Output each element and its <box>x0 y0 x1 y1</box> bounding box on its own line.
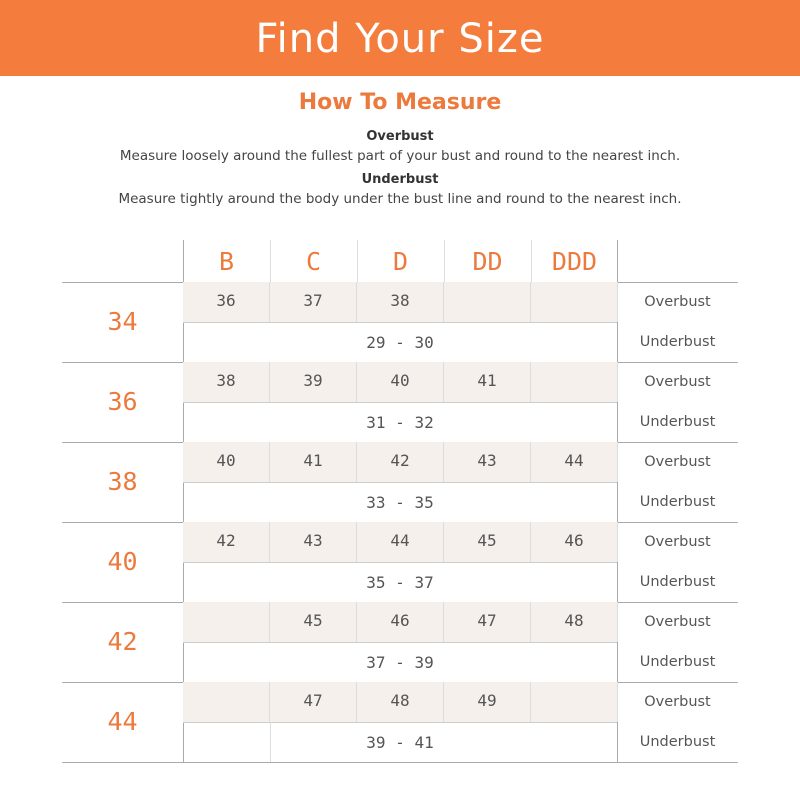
cup-header-d: D <box>392 247 409 276</box>
divider <box>270 722 271 762</box>
underbust-range: 31 - 32 <box>366 413 434 432</box>
table-row: 44 47 48 49 39 - 41 Overbust Underbust <box>62 682 738 762</box>
table-row: 42 45 46 47 48 37 - 39 Overbust Underbust <box>62 602 738 682</box>
underbust-row-label: Underbust <box>639 494 716 510</box>
underbust-range: 33 - 35 <box>366 493 434 512</box>
underbust-row-label: Underbust <box>639 574 716 590</box>
underbust-instructions: Measure tightly around the body under th… <box>118 191 682 207</box>
overbust-label: Overbust <box>366 129 434 144</box>
overbust-cell <box>531 362 618 402</box>
divider <box>183 322 617 323</box>
divider <box>183 402 617 403</box>
overbust-cell: 38 <box>183 362 270 402</box>
table-row: 36 38 39 40 41 31 - 32 Overbust Underbust <box>62 362 738 442</box>
divider <box>357 240 358 282</box>
overbust-cell: 46 <box>357 602 444 642</box>
overbust-cell: 46 <box>531 522 618 562</box>
cup-header-b: B <box>218 247 235 276</box>
underbust-row-label: Underbust <box>639 334 716 350</box>
cup-header-c: C <box>305 247 322 276</box>
table-row: 34 36 37 38 29 - 30 Overbust Underbust <box>62 282 738 362</box>
overbust-cell: 44 <box>357 522 444 562</box>
overbust-cell: 45 <box>270 602 357 642</box>
overbust-cell: 41 <box>444 362 531 402</box>
band-size: 44 <box>107 707 138 736</box>
divider <box>62 762 738 763</box>
band-size: 34 <box>107 307 138 336</box>
underbust-range: 35 - 37 <box>366 573 434 592</box>
overbust-row-label: Overbust <box>644 374 711 390</box>
overbust-cell: 42 <box>183 522 270 562</box>
band-size: 38 <box>107 467 138 496</box>
overbust-row-label: Overbust <box>644 294 711 310</box>
divider <box>183 482 617 483</box>
cup-header-dd: DD <box>472 247 503 276</box>
divider <box>531 240 532 282</box>
band-size: 42 <box>107 627 138 656</box>
overbust-cell: 44 <box>531 442 618 482</box>
underbust-row-label: Underbust <box>639 734 716 750</box>
overbust-cell: 42 <box>357 442 444 482</box>
overbust-cell: 48 <box>357 682 444 722</box>
divider <box>183 722 617 723</box>
overbust-row-label: Overbust <box>644 534 711 550</box>
overbust-cell: 43 <box>270 522 357 562</box>
overbust-cell: 47 <box>444 602 531 642</box>
overbust-cell: 41 <box>270 442 357 482</box>
overbust-cell <box>183 682 270 722</box>
overbust-cell: 49 <box>444 682 531 722</box>
divider <box>444 240 445 282</box>
divider <box>617 240 618 762</box>
underbust-row-label: Underbust <box>639 654 716 670</box>
overbust-cell: 38 <box>357 282 444 322</box>
overbust-cell: 37 <box>270 282 357 322</box>
divider <box>183 240 184 762</box>
overbust-cell: 40 <box>357 362 444 402</box>
how-to-measure-heading: How To Measure <box>298 90 502 115</box>
overbust-cell: 45 <box>444 522 531 562</box>
underbust-row-label: Underbust <box>639 414 716 430</box>
divider <box>270 240 271 282</box>
cup-header-ddd: DDD <box>551 247 598 276</box>
overbust-cell <box>444 282 531 322</box>
band-size: 40 <box>107 547 138 576</box>
overbust-cell: 47 <box>270 682 357 722</box>
underbust-range: 29 - 30 <box>366 333 434 352</box>
overbust-cell: 39 <box>270 362 357 402</box>
overbust-cell: 43 <box>444 442 531 482</box>
overbust-cell <box>183 602 270 642</box>
band-size: 36 <box>107 387 138 416</box>
underbust-range: 39 - 41 <box>366 733 434 752</box>
overbust-cell: 40 <box>183 442 270 482</box>
table-row: 38 40 41 42 43 44 33 - 35 Overbust Underbust <box>62 442 738 522</box>
page-title: Find Your Size <box>0 0 800 76</box>
overbust-cell: 48 <box>531 602 618 642</box>
divider <box>183 562 617 563</box>
divider <box>183 642 617 643</box>
overbust-row-label: Overbust <box>644 454 711 470</box>
overbust-row-label: Overbust <box>644 614 711 630</box>
overbust-cell <box>531 682 618 722</box>
table-row: 40 42 43 44 45 46 35 - 37 Overbust Underbust <box>62 522 738 602</box>
underbust-label: Underbust <box>361 172 439 187</box>
underbust-range: 37 - 39 <box>366 653 434 672</box>
overbust-cell: 36 <box>183 282 270 322</box>
overbust-cell <box>531 282 618 322</box>
overbust-instructions: Measure loosely around the fullest part … <box>119 148 681 164</box>
overbust-row-label: Overbust <box>644 694 711 710</box>
